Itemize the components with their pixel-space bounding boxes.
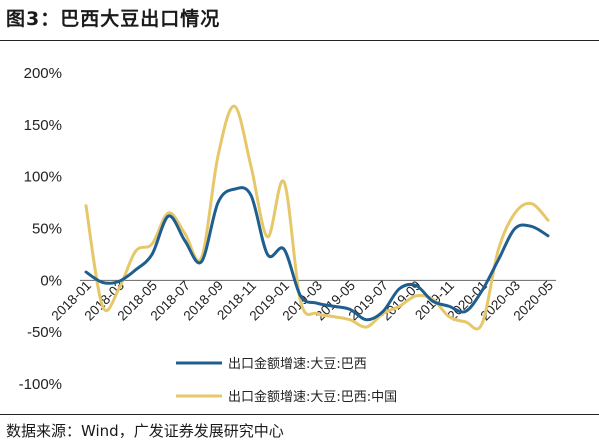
line-chart: 200% 150% 100% 50% 0% -50% -100% 2018-012018-0… bbox=[19, 65, 556, 405]
source-note: 数据来源：Wind，广发证券发展研究中心 bbox=[6, 422, 284, 440]
y-axis: 200% 150% 100% 50% 0% -50% -100% bbox=[19, 65, 62, 393]
y-tick-label: 100% bbox=[24, 169, 62, 186]
y-tick-label: 50% bbox=[32, 221, 62, 238]
title-divider bbox=[0, 40, 599, 41]
y-tick-label: 0% bbox=[40, 272, 62, 289]
series-line-2 bbox=[84, 104, 550, 331]
page-title: 图3：巴西大豆出口情况 bbox=[6, 8, 221, 30]
y-tick-label: 200% bbox=[24, 65, 62, 82]
series-line-1 bbox=[84, 186, 550, 322]
y-tick-label: -100% bbox=[19, 376, 62, 393]
x-axis: 2018-012018-032018-052018-072018-092018-… bbox=[48, 278, 556, 324]
legend-label: 出口金额增速:大豆:巴西:中国 bbox=[228, 389, 397, 405]
legend-label: 出口金额增速:大豆:巴西 bbox=[228, 356, 367, 372]
y-tick-label: 150% bbox=[24, 117, 62, 134]
series-group bbox=[84, 104, 550, 331]
source-divider bbox=[0, 414, 599, 415]
y-tick-label: -50% bbox=[27, 324, 62, 341]
